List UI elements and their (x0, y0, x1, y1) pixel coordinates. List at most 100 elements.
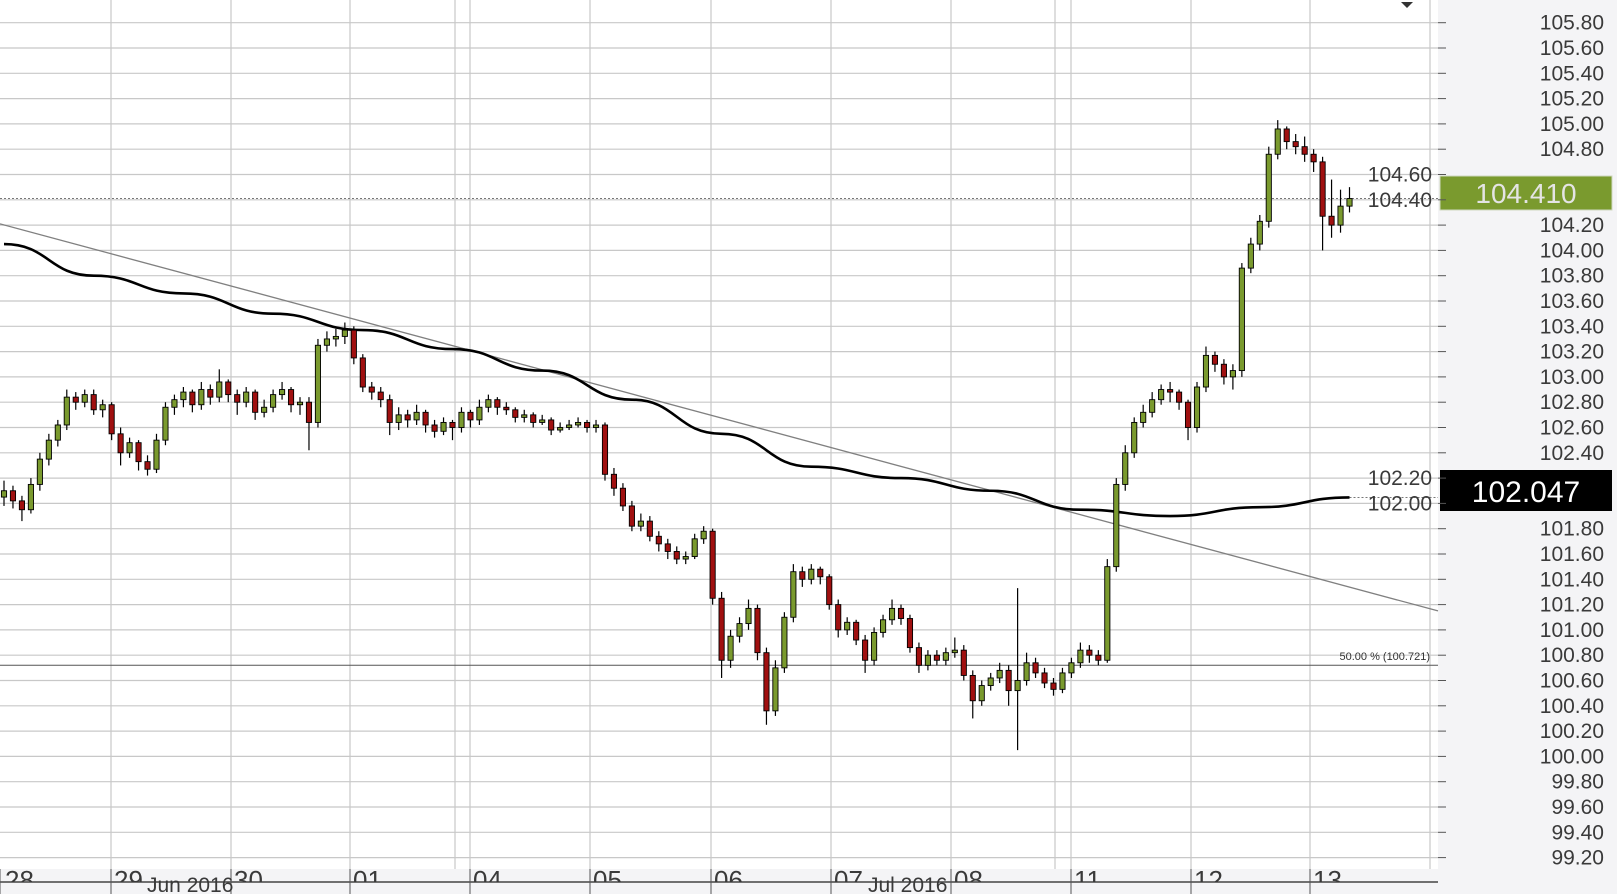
candle-up (1149, 399, 1156, 413)
candle-up (126, 442, 133, 454)
candle-up (485, 399, 492, 408)
price-tick-label: 105.20 (1540, 88, 1604, 111)
candle-up (1346, 198, 1353, 207)
day-label: 29 (114, 865, 143, 894)
candle-down (799, 571, 806, 580)
day-label: 08 (954, 865, 983, 894)
price-tick-label: 103.00 (1540, 366, 1604, 389)
candle-down (1211, 354, 1218, 365)
day-label: 30 (234, 865, 263, 894)
chart-menu-triangle-icon[interactable] (1401, 2, 1413, 8)
trendline (0, 223, 1439, 612)
candle-down (664, 543, 671, 552)
candle-down (906, 618, 914, 649)
day-label: 13 (1313, 865, 1342, 894)
price-tick-label: 105.00 (1540, 113, 1604, 136)
candle-down (144, 461, 151, 470)
candle-up (1140, 411, 1147, 423)
candle-down (1283, 128, 1290, 143)
candle-up (871, 631, 878, 661)
price-tick-label: 99.20 (1551, 847, 1604, 870)
price-tick-label: 102.00 (1368, 492, 1432, 515)
candle-down (673, 551, 680, 560)
price-tick-label: 102.20 (1368, 467, 1432, 490)
day-label: 12 (1194, 865, 1223, 894)
candle-down (1319, 161, 1326, 217)
candle-down (234, 394, 241, 403)
moving-average-box (1440, 470, 1612, 511)
day-label: 11 (1074, 865, 1101, 894)
price-tick-label: 100.20 (1540, 720, 1604, 743)
candle-up (413, 411, 420, 421)
candle-up (691, 538, 698, 557)
candle-up (279, 389, 286, 396)
candle-down (754, 607, 761, 654)
candle-up (171, 399, 178, 408)
candle-up (296, 401, 304, 406)
candle-up (81, 394, 88, 403)
candle-up (1193, 386, 1201, 428)
price-tick-label: 99.40 (1551, 821, 1604, 844)
candle-down (584, 421, 591, 428)
candle-down (1292, 141, 1299, 148)
moving-average-line (3, 242, 1350, 518)
price-tick-label: 104.60 (1368, 164, 1432, 187)
candle-up (1158, 389, 1165, 401)
candle-up (63, 396, 70, 426)
candle-down (449, 421, 456, 428)
candle-up (1256, 220, 1263, 245)
candle-down (494, 399, 501, 408)
candle-up (1337, 205, 1344, 226)
candle-down (386, 399, 393, 423)
price-axis[interactable] (1438, 0, 1617, 894)
candle-down (1041, 672, 1048, 684)
price-tick-label: 105.60 (1540, 37, 1604, 60)
candle-down (108, 404, 115, 435)
candle-down (1086, 649, 1093, 656)
price-tick-label: 105.40 (1540, 62, 1604, 85)
candle-down (817, 568, 824, 578)
price-tick-label: 102.40 (1540, 442, 1604, 465)
candle-up (458, 411, 465, 428)
candle-up (808, 568, 815, 580)
overlays (0, 198, 1439, 666)
price-tick-label: 102.60 (1540, 417, 1604, 440)
day-label: 05 (593, 865, 622, 894)
candle-down (1032, 662, 1039, 674)
candle-down (225, 381, 232, 396)
candle-up (1077, 649, 1084, 664)
candle-up (781, 616, 788, 669)
candle-down (646, 520, 653, 537)
price-tick-label: 103.40 (1540, 315, 1604, 338)
candle-down (117, 433, 124, 454)
candle-up (1202, 354, 1210, 388)
candle-down (359, 357, 366, 388)
candle-up (0, 490, 8, 498)
candle-up (341, 329, 348, 337)
candle-up (996, 669, 1003, 679)
candle-up (323, 338, 330, 346)
candle-up (682, 556, 689, 560)
candle-down (655, 535, 662, 545)
candle-up (36, 458, 43, 485)
candle-up (54, 424, 61, 441)
price-tick-label: 99.80 (1551, 771, 1604, 794)
candle-up (978, 685, 985, 702)
candle-up (27, 483, 34, 511)
price-markers: 104.410 102.047 50.00 % (100.721) (1339, 2, 1613, 663)
candle-down (969, 674, 976, 702)
current-price-box (1439, 175, 1613, 211)
day-label: 04 (473, 865, 502, 894)
candle-down (826, 576, 833, 606)
price-tick-label: 104.00 (1540, 239, 1604, 262)
candle-up (1068, 662, 1075, 674)
price-tick-label: 104.40 (1368, 189, 1432, 212)
candle-up (575, 421, 582, 426)
candle-up (521, 414, 528, 418)
candle-down (763, 652, 770, 712)
candle-up (566, 424, 573, 428)
price-tick-label: 103.20 (1540, 341, 1604, 364)
price-tick-label: 103.80 (1540, 265, 1604, 288)
candle-down (718, 597, 725, 661)
